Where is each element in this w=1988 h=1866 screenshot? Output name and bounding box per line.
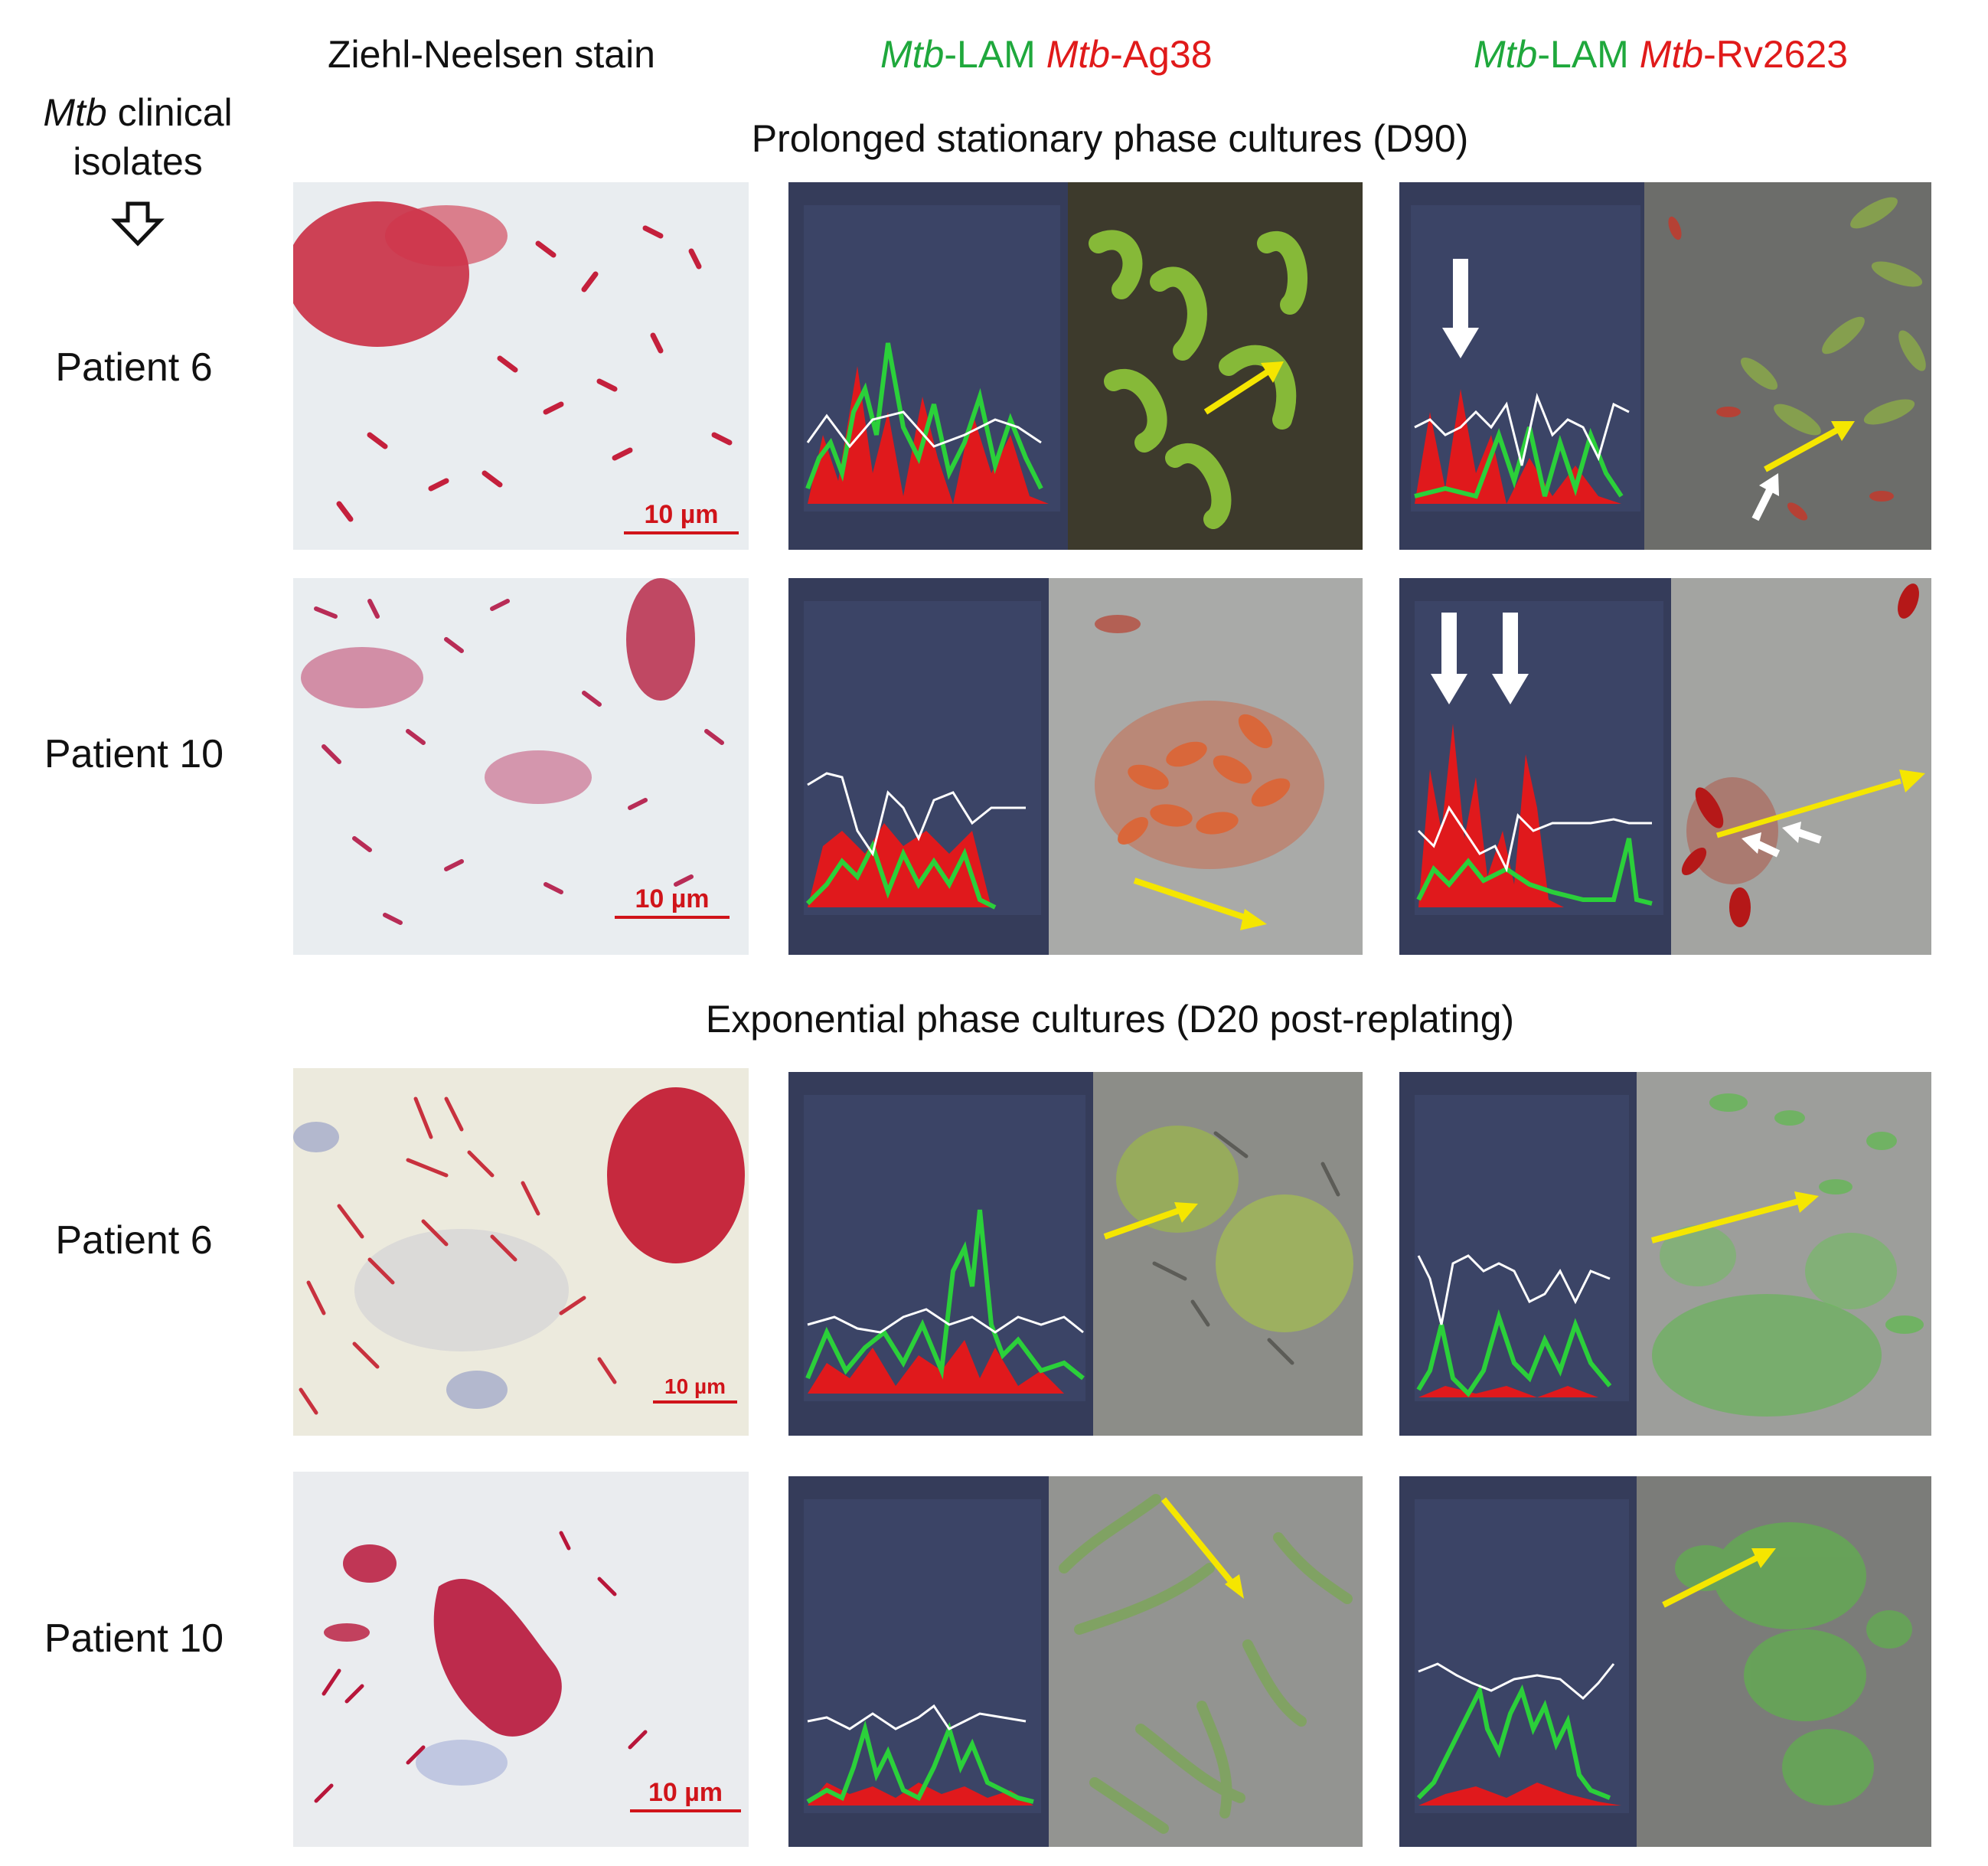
- zn-image-row4: 10 µm: [293, 1472, 749, 1847]
- left-header-isolates: isolates: [73, 140, 203, 183]
- scale-bar-row3: 10 µm: [653, 1374, 737, 1404]
- patient-label-row2: Patient 10: [44, 732, 224, 776]
- profile-plot-row2-ag38: [788, 578, 1049, 955]
- scale-bar-row1: 10 µm: [624, 500, 739, 534]
- fluor-image-row2-rv2623: [1671, 578, 1931, 955]
- fluor-image-row3-rv2623: [1637, 1072, 1931, 1436]
- profile-plot-row4-ag38: [788, 1476, 1049, 1847]
- header-lam: -LAM: [944, 33, 1036, 76]
- fluor-image-row2-ag38: [1049, 578, 1363, 955]
- scale-label-row3: 10 µm: [664, 1374, 726, 1398]
- fluor-image-row4-rv2623: [1637, 1476, 1931, 1847]
- down-arrow-icon: [111, 201, 165, 247]
- patient-label-row4: Patient 10: [44, 1616, 224, 1661]
- header-rv2623: -Rv2623: [1703, 33, 1849, 76]
- scale-label-row2: 10 µm: [635, 884, 710, 913]
- header-ziehl-neelsen: Ziehl-Neelsen stain: [328, 33, 655, 76]
- profile-plot-row2-rv2623: [1399, 578, 1671, 955]
- zn-image-row1: 10 µm: [293, 182, 749, 550]
- scale-label-row4: 10 µm: [648, 1778, 723, 1807]
- left-header-clinical: clinical: [106, 91, 233, 134]
- profile-plot-row4-rv2623: [1399, 1476, 1637, 1847]
- profile-plot-row3-ag38: [788, 1072, 1093, 1436]
- section-title-d90: Prolonged stationary phase cultures (D90…: [751, 117, 1469, 160]
- fluor-image-row1-rv2623: [1644, 182, 1931, 550]
- profile-plot-row1-ag38: [788, 182, 1068, 550]
- header-lam-2: -LAM: [1537, 33, 1629, 76]
- left-header-mtb: Mtb: [43, 91, 107, 134]
- header-mtb-2: Mtb: [1046, 33, 1111, 76]
- header-lam-rv2623: Mtb-LAM Mtb-Rv2623: [1474, 32, 1848, 77]
- zn-image-row2: 10 µm: [293, 578, 749, 955]
- header-mtb-4: Mtb: [1639, 33, 1704, 76]
- zn-image-row3: 10 µm: [293, 1068, 749, 1436]
- section-title-d20: Exponential phase cultures (D20 post-rep…: [705, 998, 1515, 1041]
- left-header: Mtb clinical isolates: [15, 88, 260, 186]
- header-mtb-1: Mtb: [880, 33, 945, 76]
- patient-label-row1: Patient 6: [55, 345, 213, 390]
- scale-bar-row2: 10 µm: [615, 884, 730, 919]
- scale-label-row1: 10 µm: [644, 500, 719, 529]
- fluor-image-row4-ag38: [1049, 1476, 1363, 1847]
- fluor-image-row3-ag38: [1093, 1072, 1363, 1436]
- header-lam-ag38: Mtb-LAM Mtb-Ag38: [880, 32, 1213, 77]
- scale-bar-row4: 10 µm: [630, 1778, 741, 1812]
- header-ag38: -Ag38: [1110, 33, 1213, 76]
- profile-plot-row1-rv2623: [1399, 182, 1644, 550]
- fluor-image-row1-ag38: [1068, 182, 1363, 550]
- profile-plot-row3-rv2623: [1399, 1072, 1637, 1436]
- header-mtb-3: Mtb: [1474, 33, 1538, 76]
- patient-label-row3: Patient 6: [55, 1218, 213, 1263]
